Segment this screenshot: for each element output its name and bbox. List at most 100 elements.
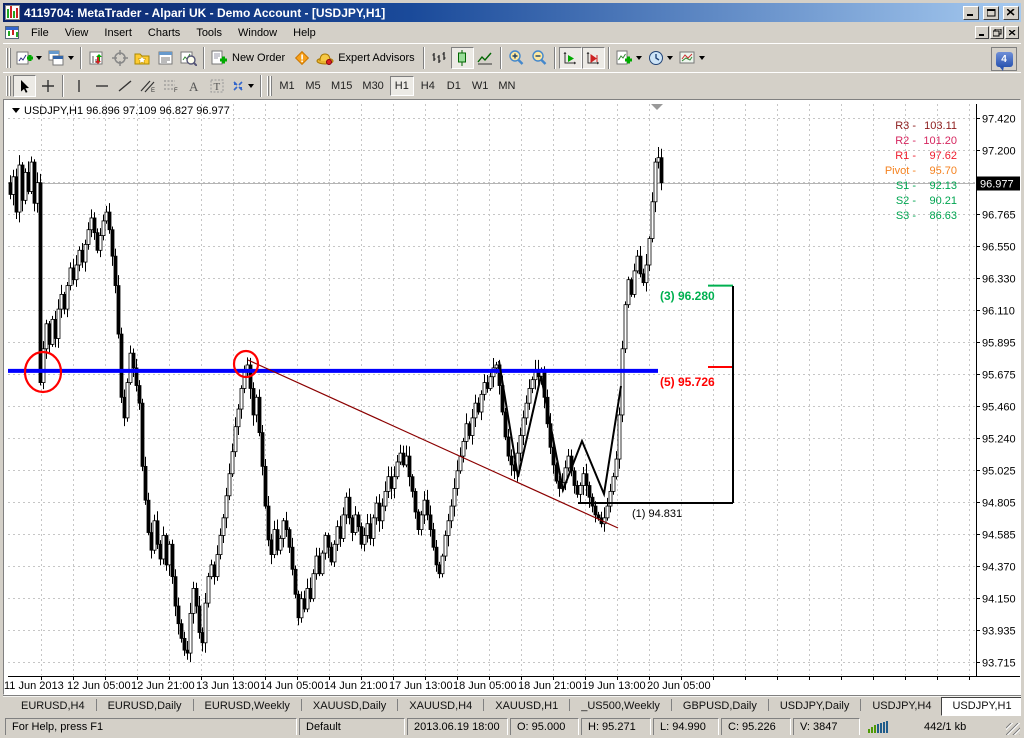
candle-bear: [551, 446, 556, 466]
dropdown-caret-icon: [68, 56, 74, 60]
text-button[interactable]: A: [182, 75, 205, 97]
timeframe-H4[interactable]: H4: [420, 80, 435, 92]
text-label-button[interactable]: T: [205, 75, 228, 97]
timeframe-M1[interactable]: M1: [279, 80, 295, 92]
terminal-button[interactable]: [154, 47, 177, 69]
vertical-line-button[interactable]: [67, 75, 90, 97]
mql-community-button[interactable]: 4: [991, 47, 1017, 71]
descending-trendline[interactable]: [247, 359, 619, 529]
chart-area[interactable]: (3) 96.280 (5) 95.726 (1) 94.831 97.420 97.2…: [3, 99, 1021, 695]
tab-xauusd-h1[interactable]: XAUUSD,H1: [495, 700, 559, 712]
tab-usdjpy-h4[interactable]: USDJPY,H4: [872, 700, 932, 712]
candle-bull: [209, 564, 214, 578]
status-profile[interactable]: Default: [299, 718, 405, 735]
toolbar-grip[interactable]: [6, 76, 11, 96]
candle-bear: [308, 588, 313, 600]
zoom-out-button[interactable]: [528, 47, 551, 69]
timeframe-MN[interactable]: MN: [498, 80, 516, 92]
timeframe-M5[interactable]: M5: [305, 80, 321, 92]
chart-window-icon[interactable]: [5, 26, 19, 39]
chart-shift-button[interactable]: [581, 47, 605, 69]
auto-scroll-icon: [563, 52, 577, 65]
arrows-button[interactable]: [228, 75, 257, 97]
candle-bear: [509, 455, 514, 466]
wave-label-3[interactable]: (1) 94.831: [632, 508, 682, 520]
tab-eurusd-daily[interactable]: EURUSD,Daily: [107, 700, 182, 712]
close-button[interactable]: [1003, 5, 1019, 20]
highlight-circle-2[interactable]: [232, 349, 260, 379]
tab-xauusd-h4[interactable]: XAUUSD,H4: [409, 700, 473, 712]
resize-grip[interactable]: [1006, 723, 1020, 735]
toolbar-grip[interactable]: [267, 76, 272, 96]
horizontal-line-button[interactable]: [90, 75, 113, 97]
candle-bear: [572, 470, 577, 486]
timeframe-M30[interactable]: M30: [362, 80, 384, 92]
market-watch-button[interactable]: [85, 47, 108, 69]
maximize-button[interactable]: [983, 5, 999, 20]
tab--us500-weekly[interactable]: _US500,Weekly: [581, 700, 660, 712]
auto-scroll-button[interactable]: [558, 47, 582, 69]
minimize-button[interactable]: [963, 5, 979, 20]
tab-eurusd-h4[interactable]: EURUSD,H4: [21, 700, 85, 712]
indicators-button[interactable]: [613, 47, 645, 69]
candle-bear: [155, 520, 160, 545]
trendline-button[interactable]: [113, 75, 136, 97]
fibonacci-button[interactable]: F: [159, 75, 182, 97]
menu-view[interactable]: View: [64, 26, 89, 39]
alert-diamond-icon: [294, 50, 309, 66]
data-window-button[interactable]: [108, 47, 131, 69]
navigator-button[interactable]: [131, 47, 154, 69]
new-order-button[interactable]: New Order: [208, 47, 290, 69]
tab-eurusd-weekly[interactable]: EURUSD,Weekly: [204, 700, 290, 712]
line-chart-button[interactable]: [474, 47, 497, 69]
menu-file[interactable]: File: [31, 26, 49, 39]
title-bar[interactable]: 4119704: MetaTrader - Alpari UK - Demo A…: [3, 3, 1021, 22]
timeframe-M15[interactable]: M15: [331, 80, 353, 92]
candle-bear: [596, 514, 601, 519]
channel-button[interactable]: E: [136, 75, 159, 97]
expert-advisors-button[interactable]: Expert Advisors: [313, 47, 419, 69]
new-chart-button[interactable]: [13, 47, 45, 69]
candle-bull: [647, 238, 652, 266]
candle-bull: [404, 455, 409, 466]
toolbar-grip[interactable]: [6, 48, 11, 68]
periods-button[interactable]: [645, 47, 676, 69]
pivot-row-label: R2 -: [895, 135, 916, 147]
pivot-row-value: 101.20: [923, 135, 957, 147]
chart-shift-marker[interactable]: [651, 104, 663, 110]
child-minimize-button[interactable]: [975, 26, 989, 39]
zigzag-line[interactable]: [498, 360, 622, 498]
tab-gbpusd-daily[interactable]: GBPUSD,Daily: [682, 700, 757, 712]
cursor-button[interactable]: [13, 75, 36, 97]
candle-bear: [584, 473, 589, 486]
timeframe-H1[interactable]: H1: [389, 76, 414, 96]
menu-insert[interactable]: Insert: [104, 26, 132, 39]
timeframe-W1[interactable]: W1: [471, 80, 489, 92]
candlestick-chart-button[interactable]: [450, 47, 474, 69]
tab-usdjpy-daily[interactable]: USDJPY,Daily: [779, 700, 850, 712]
price-tick-label: 93.715: [982, 658, 1016, 670]
wave-label-2[interactable]: (5) 95.726: [660, 375, 715, 389]
symbol-header-arrow-icon[interactable]: [12, 108, 20, 113]
tab-usdjpy-h1[interactable]: USDJPY,H1: [941, 697, 1021, 716]
child-close-button[interactable]: [1005, 26, 1019, 39]
menu-tools[interactable]: Tools: [196, 26, 222, 39]
candle-bear: [350, 517, 355, 533]
crosshair-button[interactable]: [36, 75, 59, 97]
timeframe-D1[interactable]: D1: [446, 80, 461, 92]
menu-charts[interactable]: Charts: [147, 26, 181, 39]
child-restore-button[interactable]: [990, 26, 1004, 39]
bar-chart-button[interactable]: [428, 47, 451, 69]
menu-help[interactable]: Help: [293, 26, 316, 39]
candle-bear: [416, 511, 421, 530]
profiles-button[interactable]: [45, 47, 77, 69]
alert-button[interactable]: [290, 47, 313, 69]
pivot-row-label: R1 -: [895, 150, 916, 162]
templates-button[interactable]: [676, 47, 708, 69]
wave-label-1[interactable]: (3) 96.280: [660, 289, 715, 303]
highlight-circle-1[interactable]: [23, 350, 63, 394]
menu-window[interactable]: Window: [238, 26, 278, 39]
zoom-in-button[interactable]: [505, 47, 528, 69]
tab-xauusd-daily[interactable]: XAUUSD,Daily: [312, 700, 387, 712]
strategy-tester-button[interactable]: [177, 47, 200, 69]
